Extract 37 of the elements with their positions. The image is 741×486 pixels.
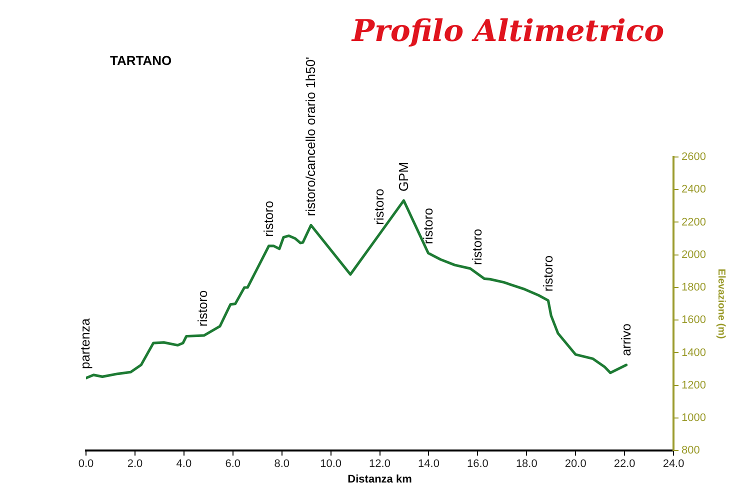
x-tick-label: 24.0 [662,458,684,470]
x-tick-label: 14.0 [418,458,440,470]
y-tick-label: 1400 [682,346,706,359]
y-tick-label: 2600 [682,151,706,164]
annotation: arrivo [618,323,634,356]
x-tick-label: 18.0 [516,458,538,470]
y-axis-title: Elevazione (m) [715,268,726,339]
x-tick-label: 0.0 [78,458,94,470]
annotation: ristoro [195,290,210,326]
annotation: partenza [78,318,93,370]
y-tick-label: 1600 [682,314,706,326]
chart-title: Profilo Altimetrico [352,14,664,49]
annotation: GPM [396,162,411,192]
x-tick-label: 16.0 [466,458,488,470]
y-tick-label: 1800 [682,282,706,294]
x-tick-label: 20.0 [564,458,586,470]
x-tick-label: 22.0 [614,458,636,470]
annotation: ristoro [540,255,556,292]
chart-subtitle: TARTANO [110,53,172,68]
x-tick-label: 12.0 [369,458,390,470]
y-tick-label: 2400 [682,184,706,196]
y-tick-label: 800 [682,444,700,457]
annotation: ristoro [420,208,436,244]
x-tick-label: 10.0 [320,458,342,470]
y-tick-label: 1200 [682,379,706,392]
annotation: ristoro [261,200,276,237]
y-tick-label: 2000 [682,248,706,261]
x-tick-label: 8.0 [274,458,290,470]
y-tick-label: 2200 [682,216,706,228]
x-axis-title: Distanza km [348,473,412,486]
y-tick-label: 1000 [682,412,706,424]
x-tick-label: 2.0 [127,458,143,470]
x-tick-label: 6.0 [225,458,241,470]
x-tick-label: 4.0 [176,458,192,470]
annotation: ristoro/cancello orario 1h50' [302,56,318,216]
annotation: ristoro [371,188,386,225]
annotation: ristoro [469,228,484,265]
